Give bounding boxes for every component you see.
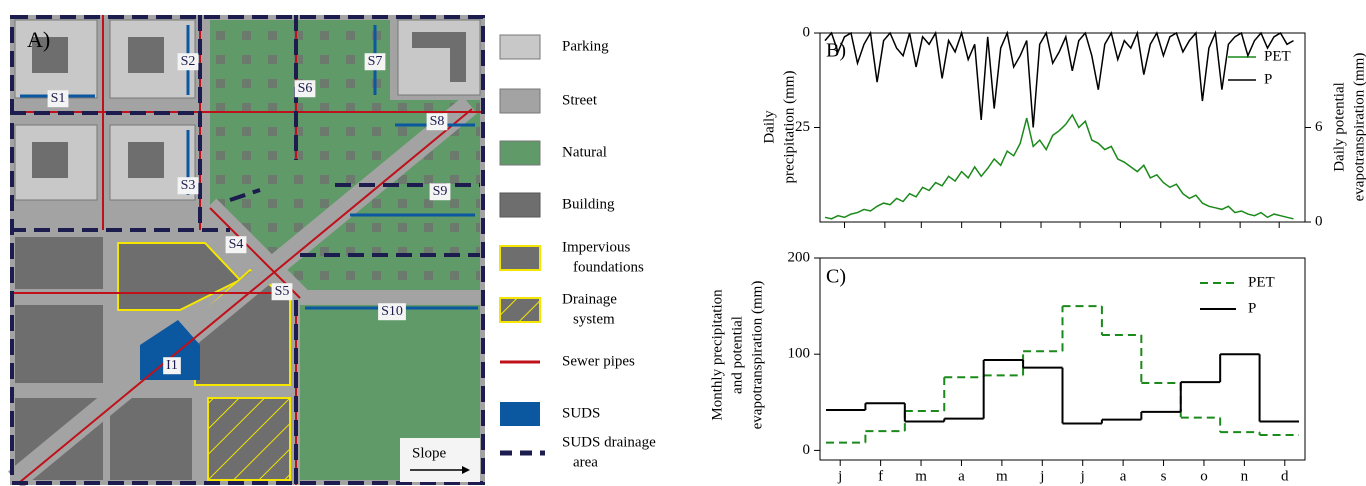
legend-label: Sewer pipes [562, 353, 635, 369]
area-label: I1 [166, 358, 178, 373]
label-box [378, 303, 406, 321]
legend-label: system [573, 311, 615, 327]
x-tick-label: m [915, 468, 927, 484]
swatch [499, 192, 541, 218]
building [15, 305, 103, 383]
y-tick-label: 200 [788, 249, 811, 265]
legend-label: area [573, 454, 598, 470]
x-tick-label: s [1161, 468, 1167, 484]
area-label: S5 [275, 284, 290, 299]
y2-tick-label: 6 [1315, 119, 1323, 135]
legend-label: Natural [562, 144, 607, 160]
y-tick-label: 100 [788, 346, 811, 362]
building [128, 142, 164, 178]
label-box [294, 80, 316, 98]
natural [210, 20, 480, 290]
label-box [163, 357, 181, 375]
legend-label: foundations [573, 259, 644, 275]
area-label: S4 [229, 237, 244, 252]
legend-label: SUDS drainage [562, 434, 656, 450]
area-label: S10 [381, 304, 403, 319]
map-legend: Parking Street Natural Building Impervious fo… [499, 34, 656, 470]
y-axis-label: and potential [729, 316, 745, 394]
swatch [499, 140, 541, 166]
label-box [426, 113, 448, 131]
legend-label: P [1264, 71, 1272, 87]
label-box [47, 90, 69, 108]
drainage-system [207, 397, 291, 481]
x-tick-label: j [837, 468, 842, 484]
legend-label: Street [562, 92, 598, 108]
x-tick-label: m [996, 468, 1008, 484]
area-label: S3 [181, 178, 196, 193]
slope-arrow [462, 466, 470, 474]
swatch [499, 34, 541, 60]
building [110, 398, 192, 480]
legend-label: SUDS [562, 405, 600, 421]
map: A) S1 S2 S3 S4 S5 S6 S7 S8 S9 S10 I1 Slo… [8, 15, 485, 486]
label-box [225, 236, 247, 254]
legend-label: Parking [562, 38, 609, 54]
panel-label: B) [826, 40, 846, 62]
y-tick-label: 0 [803, 24, 811, 40]
charts: 0 25 0 6 Daily precipitation (mm) Daily potent… [709, 24, 1366, 484]
area-label: S2 [181, 54, 196, 69]
label-box [177, 177, 199, 195]
swatch [499, 297, 541, 323]
panel-label: C) [826, 266, 846, 288]
building [15, 237, 103, 289]
parking [397, 19, 481, 96]
area-label: S8 [430, 114, 445, 129]
y-axis-label: precipitation (mm) [781, 71, 797, 184]
swatch [499, 245, 541, 271]
building [412, 32, 466, 82]
label-box [429, 183, 451, 201]
label-box [364, 53, 386, 71]
x-tick-label: a [1120, 468, 1127, 484]
building [32, 37, 68, 73]
x-tick-label: a [958, 468, 965, 484]
data-line [824, 30, 1294, 128]
label-box [271, 283, 293, 301]
x-tick-label: j [1080, 468, 1085, 484]
suds [140, 320, 200, 380]
x-tick-label: o [1200, 468, 1208, 484]
y-tick-label: 0 [803, 442, 811, 458]
data-line [824, 113, 1294, 220]
x-tick-label: j [1039, 468, 1044, 484]
x-tick-label: d [1281, 468, 1289, 484]
y2-axis-label: evapotranspiration (mm) [1351, 53, 1366, 202]
legend-label: Building [562, 196, 615, 212]
y2-axis-label: Daily potential [1331, 82, 1347, 172]
y-axis-label: Daily [761, 110, 777, 144]
swatch [499, 88, 541, 114]
area-label: S6 [298, 81, 313, 96]
panel-label: A) [27, 27, 50, 52]
y2-tick-label: 0 [1315, 213, 1323, 229]
plot-frame [819, 257, 1306, 461]
y-tick-label: 25 [795, 119, 810, 135]
x-tick-label: n [1241, 468, 1249, 484]
slope-box [400, 438, 480, 482]
legend-label: Impervious [562, 239, 630, 255]
building [32, 142, 68, 178]
area-label: S9 [433, 184, 448, 199]
suds-drainage-area [10, 15, 485, 485]
y-axis-label: Monthly precipitation [709, 289, 725, 421]
building [128, 37, 164, 73]
area-label: S1 [51, 91, 66, 106]
y-axis-label: evapotranspiration (mm) [749, 281, 765, 430]
area-label: S7 [368, 54, 383, 69]
legend-label: P [1248, 300, 1256, 316]
legend-label: Drainage [562, 291, 617, 307]
x-tick-label: f [878, 468, 883, 484]
slope-label: Slope [412, 445, 447, 461]
legend-label: PET [1264, 48, 1291, 64]
label-box [177, 53, 199, 71]
legend-label: PET [1248, 274, 1275, 290]
swatch [500, 402, 540, 426]
